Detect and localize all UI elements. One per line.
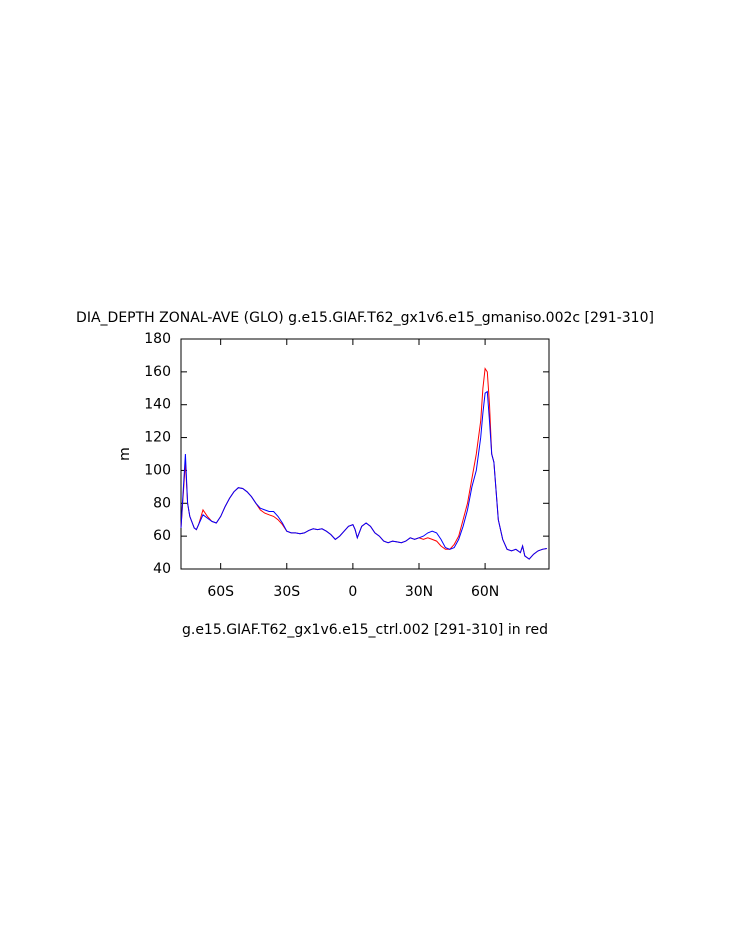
x-tick-label: 60S	[207, 584, 234, 600]
y-tick-label: 60	[153, 528, 171, 544]
x-tick-label: 30S	[273, 584, 300, 600]
plot-frame	[180, 338, 550, 570]
y-axis-label: m	[117, 447, 133, 461]
x-tick-label: 0	[348, 584, 357, 600]
y-tick-label: 120	[144, 430, 171, 446]
chart-subtitle: g.e15.GIAF.T62_gx1v6.e15_ctrl.002 [291-3…	[182, 622, 548, 638]
y-tick-label: 140	[144, 397, 171, 413]
chart-title: DIA_DEPTH ZONAL-AVE (GLO) g.e15.GIAF.T62…	[76, 310, 654, 326]
series-line	[180, 390, 547, 560]
x-tick-label: 30N	[405, 584, 433, 600]
y-tick-label: 80	[153, 495, 171, 511]
y-tick-label: 160	[144, 364, 171, 380]
y-tick-label: 100	[144, 462, 171, 478]
x-tick-label: 60N	[471, 584, 499, 600]
y-tick-label: 40	[153, 561, 171, 577]
y-tick-label: 180	[144, 331, 171, 347]
